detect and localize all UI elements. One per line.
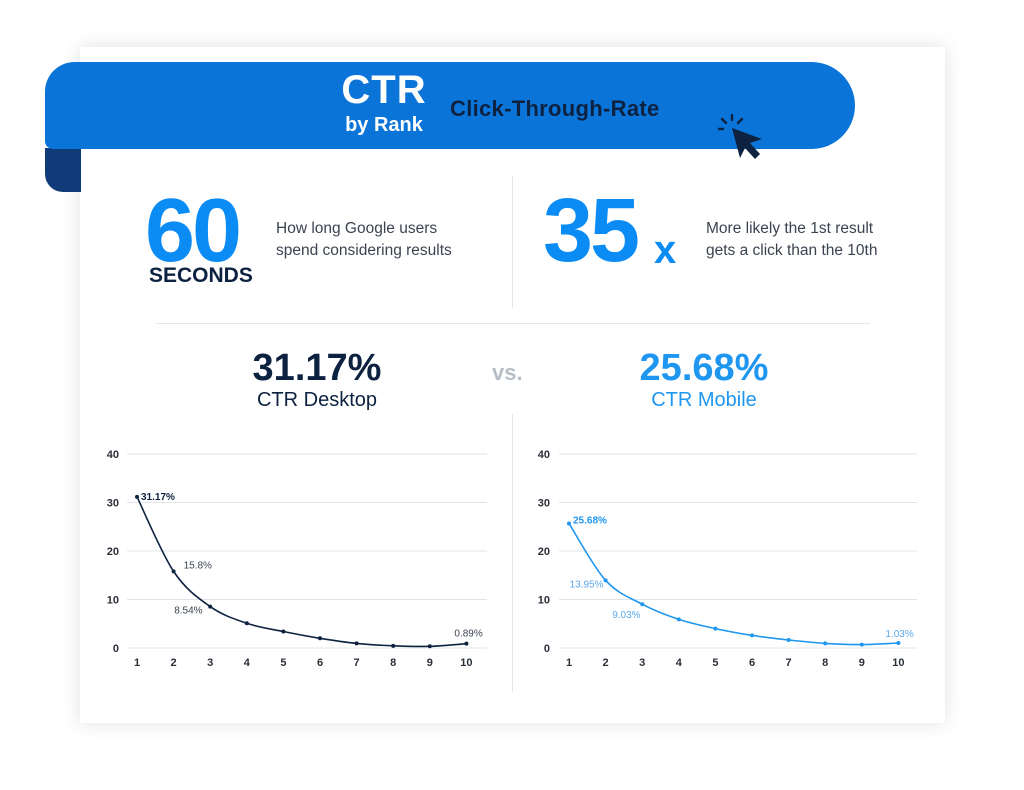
- x-tick-label: 9: [427, 657, 433, 669]
- data-label: 8.54%: [174, 606, 202, 617]
- data-label: 1.03%: [885, 629, 913, 640]
- data-point: [640, 602, 645, 607]
- section-divider: [156, 323, 870, 324]
- vs-label: vs.: [492, 360, 523, 385]
- x-tick-label: 2: [603, 657, 609, 669]
- y-tick-label: 30: [538, 498, 550, 510]
- data-point: [208, 604, 213, 609]
- x-tick-label: 5: [712, 657, 718, 669]
- stat-seconds-line1: How long Google users: [276, 220, 438, 237]
- x-tick-label: 8: [390, 657, 396, 669]
- x-tick-label: 5: [280, 657, 286, 669]
- desktop-ctr-label: CTR Desktop: [256, 389, 378, 411]
- title-ctr: CTR: [341, 68, 427, 112]
- stat-seconds-number: 60: [145, 181, 242, 281]
- series-line: [136, 496, 467, 648]
- y-tick-label: 20: [107, 546, 119, 558]
- title-click-through-rate: Click-Through-Rate: [450, 96, 660, 121]
- x-tick-label: 7: [786, 657, 792, 669]
- title-banner: [45, 62, 855, 149]
- x-tick-label: 4: [676, 657, 683, 669]
- data-point: [318, 636, 322, 641]
- mobile-ctr-label: CTR Mobile: [651, 389, 757, 411]
- y-tick-label: 0: [113, 643, 119, 655]
- y-tick-label: 10: [538, 595, 550, 607]
- data-point: [171, 569, 176, 574]
- data-point: [676, 617, 681, 622]
- y-tick-label: 0: [544, 643, 550, 655]
- data-label: 31.17%: [141, 492, 175, 503]
- y-tick-label: 40: [538, 449, 550, 461]
- data-label: 0.89%: [454, 629, 482, 640]
- x-tick-label: 10: [892, 657, 904, 669]
- data-point: [823, 641, 828, 646]
- desktop-ctr-value: 31.17%: [252, 347, 382, 389]
- stats-divider: [512, 176, 513, 308]
- data-point: [603, 578, 608, 583]
- cursor-click-icon: [718, 114, 762, 159]
- data-point: [244, 621, 249, 626]
- y-tick-label: 10: [107, 595, 119, 607]
- stat-times-suffix: x: [654, 228, 677, 272]
- data-point: [354, 641, 359, 646]
- y-tick-label: 20: [538, 546, 550, 558]
- data-point: [567, 521, 571, 526]
- data-label: 13.95%: [570, 579, 604, 590]
- series-line: [568, 523, 899, 646]
- stat-seconds-description: How long Google users spend considering …: [276, 218, 491, 262]
- data-point: [750, 633, 754, 638]
- x-tick-label: 7: [354, 657, 360, 669]
- stat-times-description: More likely the 1st result gets a click …: [706, 218, 921, 262]
- y-tick-label: 30: [107, 498, 119, 510]
- data-point: [859, 642, 864, 647]
- data-label: 15.8%: [184, 560, 212, 571]
- charts-divider: [512, 414, 513, 692]
- y-tick-label: 40: [107, 449, 119, 461]
- data-point: [786, 637, 791, 642]
- data-point: [391, 643, 396, 648]
- x-tick-label: 1: [566, 657, 572, 669]
- data-point: [464, 641, 469, 646]
- data-point: [427, 644, 432, 649]
- stat-seconds-line2: spend considering results: [276, 242, 452, 259]
- stat-times-number: 35: [543, 181, 640, 281]
- desktop-ctr-chart: 0 10 20 30 40 1 2 3 4 5 6 7 8 9 10 31.17% 15.8% 8.54% 0.89…: [107, 449, 487, 669]
- mobile-ctr-chart: 0 10 20 30 40 1 2 3 4 5 6 7 8 9 10 25.68% 13.95% 9.03% 1.0…: [538, 449, 917, 669]
- x-tick-label: 3: [639, 657, 645, 669]
- x-tick-label: 6: [317, 657, 323, 669]
- data-label: 25.68%: [573, 515, 607, 526]
- banner-fold: [45, 148, 81, 192]
- stat-times-line1: More likely the 1st result: [706, 220, 874, 237]
- mobile-ctr-value: 25.68%: [639, 347, 769, 389]
- x-tick-label: 8: [822, 657, 828, 669]
- x-tick-label: 2: [171, 657, 177, 669]
- data-point: [135, 494, 139, 499]
- stat-seconds-unit: SECONDS: [149, 264, 253, 287]
- data-point: [896, 641, 901, 646]
- data-point: [713, 626, 718, 631]
- x-tick-label: 4: [244, 657, 251, 669]
- stat-times-line2: gets a click than the 10th: [706, 242, 878, 259]
- x-tick-label: 9: [859, 657, 865, 669]
- x-tick-label: 1: [134, 657, 140, 669]
- x-tick-label: 10: [460, 657, 472, 669]
- x-tick-label: 6: [749, 657, 755, 669]
- data-point: [281, 629, 286, 634]
- x-tick-label: 3: [207, 657, 213, 669]
- title-by-rank: by Rank: [345, 114, 423, 136]
- data-label: 9.03%: [612, 610, 640, 621]
